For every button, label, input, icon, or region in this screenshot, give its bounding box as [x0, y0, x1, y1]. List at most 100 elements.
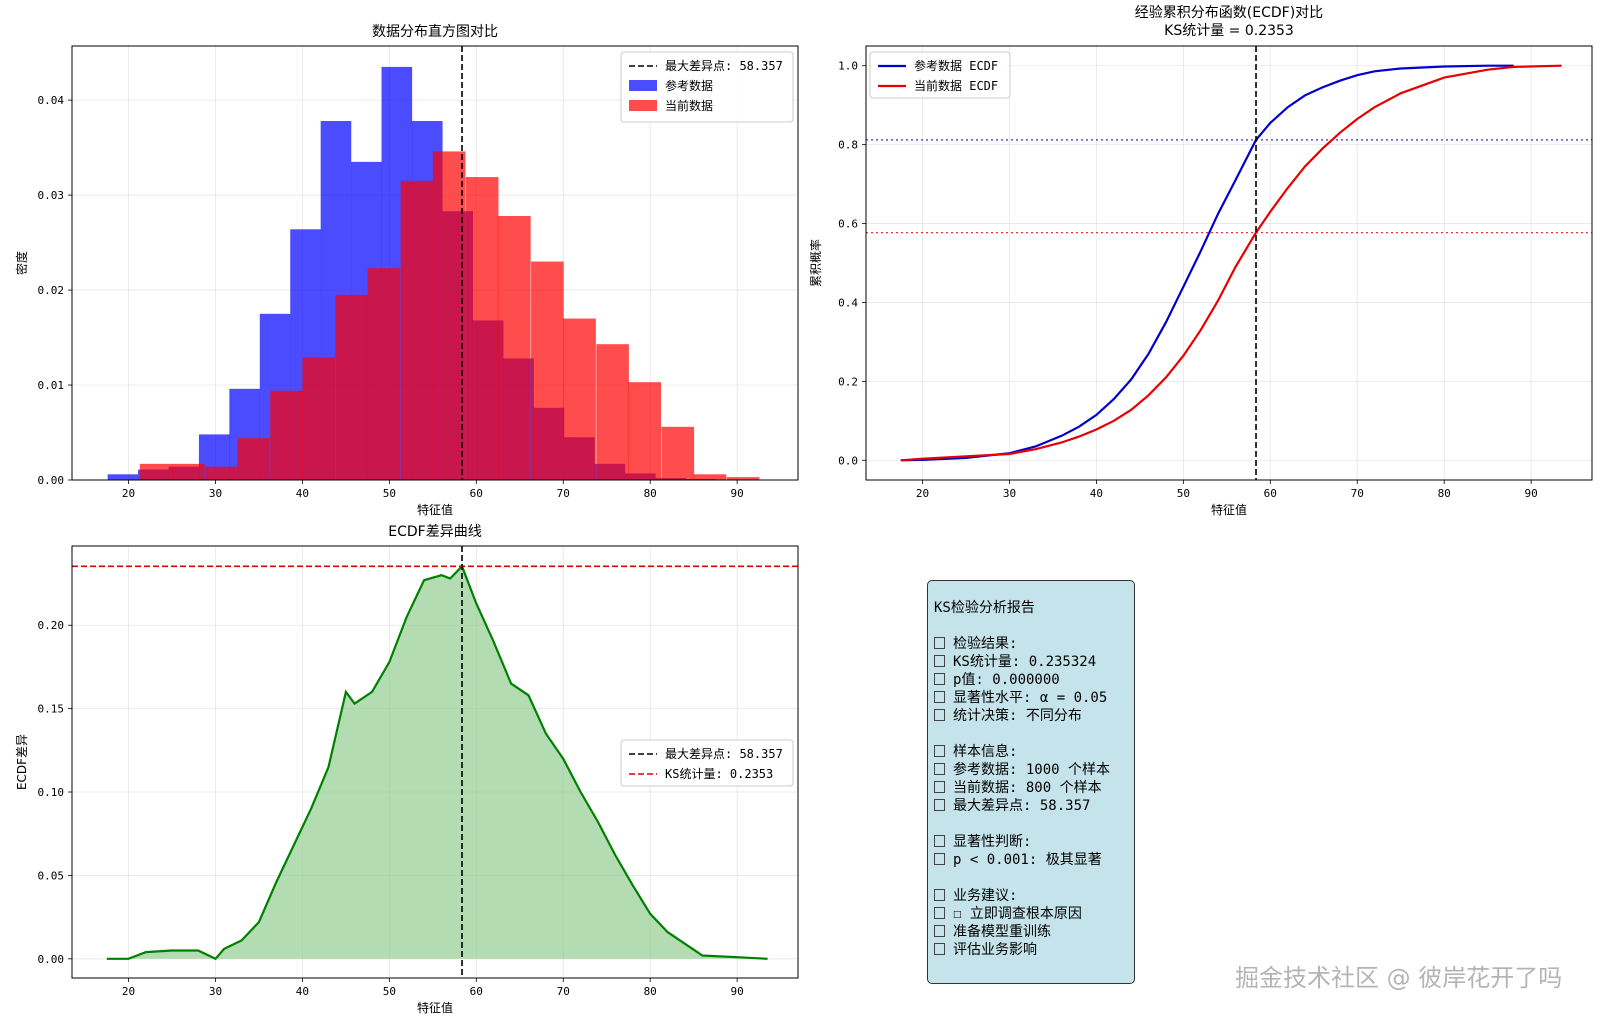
bar-current: [498, 215, 531, 480]
x-tick-label: 50: [383, 487, 396, 500]
bar-current: [270, 390, 303, 480]
x-tick-label: 80: [644, 985, 657, 998]
chart-title: ECDF差异曲线: [388, 524, 481, 540]
report-title: KS检验分析报告: [934, 600, 1035, 616]
legend-label-current: 当前数据: [665, 98, 713, 113]
y-tick-label: 0.01: [38, 379, 65, 392]
report-line: p < 0.001: 极其显著: [934, 851, 1128, 869]
chart-ecdf: 20 30 40 50 60 70 80 90 0.0 0.2 0.4 0.6 0.8 1.0 经验累积分布…: [808, 5, 1593, 517]
legend-label-reference-ecdf: 参考数据 ECDF: [914, 58, 998, 73]
ks-report-panel: KS检验分析报告 检验结果: KS统计量: 0.235324 p值: 0.00000…: [927, 580, 1135, 984]
axes-frame: [71, 45, 799, 481]
x-tick-label: 50: [383, 985, 396, 998]
legend-frame: [620, 739, 794, 787]
bar-current: [237, 438, 270, 480]
y-tick-label: 0.6: [838, 218, 858, 231]
checkbox-glyph-icon: [934, 673, 945, 685]
report-line-text: ☐ 立即调查根本原因: [953, 906, 1082, 922]
x-tick-label: 50: [1177, 487, 1190, 500]
y-tick-label: 0.8: [838, 139, 858, 152]
y-tick-label: 0.02: [38, 284, 65, 297]
chart-title: 经验累积分布函数(ECDF)对比: [1135, 5, 1323, 21]
x-axis-label: 特征值: [417, 1000, 453, 1015]
y-tick-label: 0.2: [838, 375, 858, 388]
report-line-text: 准备模型重训练: [953, 924, 1051, 940]
checkbox-glyph-icon: [934, 655, 945, 667]
checkbox-glyph-icon: [934, 709, 945, 721]
x-axis-label: 特征值: [417, 502, 453, 517]
watermark-text: 掘金技术社区 @ 彼岸花开了吗: [1235, 964, 1563, 992]
bar-current: [693, 474, 727, 480]
axes-frame: [865, 45, 1593, 481]
report-gap: [934, 725, 1128, 743]
bar-current: [596, 344, 629, 480]
checkbox-glyph-icon: [934, 907, 945, 919]
y-axis-label: 密度: [14, 251, 29, 275]
legend-label-max-diff: 最大差异点: 58.357: [665, 59, 783, 73]
legend-swatch-current: [629, 100, 657, 111]
report-line: 最大差异点: 58.357: [934, 797, 1128, 815]
report-line: 显著性水平: α = 0.05: [934, 689, 1128, 707]
legend-frame: [620, 51, 794, 123]
report-line: 准备模型重训练: [934, 923, 1128, 941]
x-tick-label: 20: [122, 985, 135, 998]
checkbox-glyph-icon: [934, 835, 945, 847]
bar-current: [465, 177, 499, 480]
y-tick-label: 0.10: [38, 786, 65, 799]
y-axis-label: ECDF差异: [15, 734, 29, 790]
diff-line: [106, 564, 768, 961]
legend-label-current-ecdf: 当前数据 ECDF: [914, 78, 998, 93]
checkbox-glyph-icon: [934, 691, 945, 703]
plot-area: [72, 546, 798, 978]
checkbox-glyph-icon: [934, 763, 945, 775]
report-line-text: 评估业务影响: [953, 942, 1037, 958]
y-tick-label: 0.20: [38, 619, 65, 632]
x-tick-label: 70: [557, 985, 570, 998]
y-axis-label: 累积概率: [808, 239, 823, 287]
diff-area-fill: [106, 566, 768, 959]
report-line-text: 统计决策: 不同分布: [953, 708, 1082, 724]
ecdf-line-reference: [900, 64, 1514, 462]
bar-current: [400, 180, 434, 480]
legend-label-reference: 参考数据: [665, 78, 713, 93]
x-tick-label: 40: [296, 985, 309, 998]
report-section-heading: 样本信息:: [934, 743, 1128, 761]
checkbox-glyph-icon: [934, 889, 945, 901]
report-line: 评估业务影响: [934, 941, 1128, 959]
plot-area: [866, 46, 1592, 480]
x-tick-label: 60: [470, 985, 483, 998]
x-tick-label: 80: [644, 487, 657, 500]
bar-current: [661, 426, 695, 480]
chart-hist: 20 30 40 50 60 70 80 90 0.00 0.01 0.02 0.03 0.04 数据分布…: [14, 23, 799, 517]
report-line-text: 显著性水平: α = 0.05: [953, 690, 1108, 706]
chart-subtitle: KS统计量 = 0.2353: [1164, 23, 1294, 39]
report-section-heading: 检验结果:: [934, 635, 1128, 653]
bar-current: [628, 382, 662, 480]
report-line-text: 参考数据: 1000 个样本: [953, 762, 1111, 778]
y-tick-label: 1.0: [838, 60, 858, 73]
report-line-text: 业务建议:: [953, 888, 1018, 904]
bar-current: [367, 268, 401, 480]
chart-diff: 20 30 40 50 60 70 80 90 0.00 0.05 0.10 0.15 0.20 ECDF…: [15, 524, 799, 1015]
legend-label-ks: KS统计量: 0.2353: [665, 767, 773, 781]
legend-swatch-reference: [629, 80, 657, 91]
y-tick-label: 0.00: [38, 953, 65, 966]
y-tick-label: 0.05: [38, 869, 65, 882]
x-tick-label: 60: [1264, 487, 1277, 500]
x-tick-label: 20: [916, 487, 929, 500]
bar-current: [432, 151, 466, 480]
x-tick-label: 80: [1438, 487, 1451, 500]
bar-current: [139, 463, 173, 480]
x-tick-label: 90: [731, 487, 744, 500]
checkbox-glyph-icon: [934, 637, 945, 649]
bar-current: [531, 261, 564, 480]
report-gap: [934, 815, 1128, 833]
x-tick-label: 20: [122, 487, 135, 500]
checkbox-glyph-icon: [934, 943, 945, 955]
y-tick-label: 0.0: [838, 454, 858, 467]
bar-current: [726, 477, 760, 480]
report-line-text: 检验结果:: [953, 636, 1018, 652]
x-tick-label: 70: [1351, 487, 1364, 500]
